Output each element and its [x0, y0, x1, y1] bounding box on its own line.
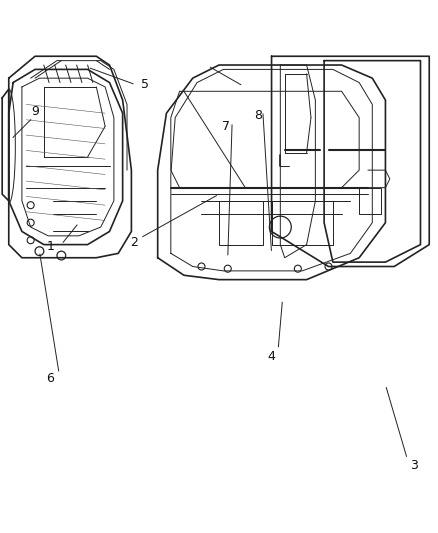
- Text: 9: 9: [31, 104, 39, 117]
- Text: 8: 8: [254, 109, 262, 122]
- Text: 1: 1: [46, 240, 54, 253]
- Text: 7: 7: [222, 120, 230, 133]
- Text: 5: 5: [141, 78, 148, 91]
- Text: 2: 2: [130, 236, 138, 249]
- Text: 6: 6: [46, 372, 54, 385]
- Text: 3: 3: [410, 459, 418, 472]
- Text: 4: 4: [268, 350, 276, 363]
